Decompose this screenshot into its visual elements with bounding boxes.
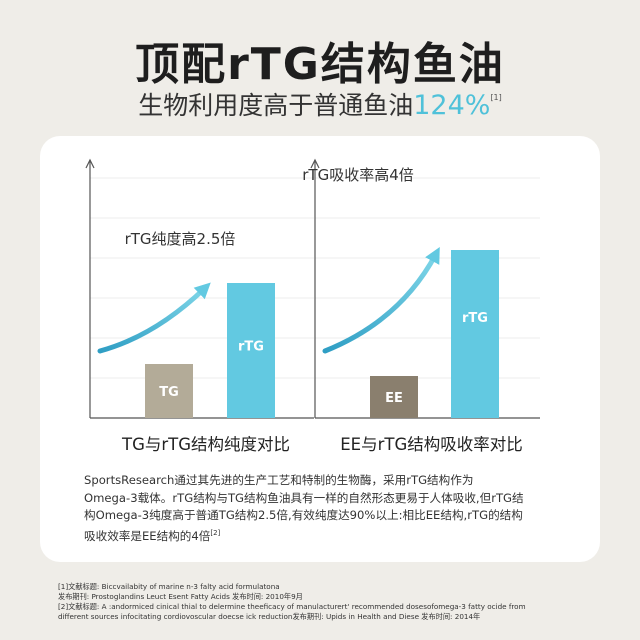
bar-label: TG: [159, 385, 179, 400]
chart-annotation: rTG纯度高2.5倍: [125, 230, 236, 248]
bar-label: rTG: [462, 311, 488, 326]
bar-label: EE: [385, 391, 403, 406]
description-line: SportsResearch通过其先进的生产工艺和特制的生物酶，采用rTG结构作…: [84, 473, 474, 487]
x-axis-label: EE与rTG结构吸收率对比: [340, 435, 523, 454]
page-title: 顶配rTG结构鱼油: [135, 39, 505, 90]
references: [1]文献标题: Biccvailabity of marine n-3 fal…: [58, 582, 618, 622]
description-line: Omega-3载体。rTG结构与TG结构鱼油具有一样的自然形态更易于人体吸收,但…: [84, 490, 524, 505]
trend-arrow: [97, 282, 211, 354]
reference-line: different sources infocitating cordiovos…: [58, 612, 481, 621]
page-subtitle: 生物利用度高于普通鱼油124%[1]: [0, 86, 640, 122]
chart-annotation: rTG吸收率高4倍: [302, 166, 414, 184]
description-line: 吸收效率是EE结构的4倍[2]: [84, 528, 221, 543]
subtitle-value: 124%: [413, 90, 491, 121]
reference-line: [2]文献标题: A :andormiced cinical thial to …: [58, 602, 526, 611]
x-axis-label: TG与rTG结构纯度对比: [121, 435, 290, 454]
reference-line: [1]文献标题: Biccvailabity of marine n-3 fal…: [58, 582, 280, 591]
bar-charts: TG rTG rTG纯度高2.5倍 TG与rTG结构纯度对比 EE rTG rTG吸收率高4…: [85, 158, 540, 454]
subtitle-ref: [1]: [490, 93, 502, 102]
description-line: 构Omega-3纯度高于普通TG结构2.5倍,有效纯度达90%以上:相比EE结构…: [84, 508, 523, 522]
chart-card: TG rTG rTG纯度高2.5倍 TG与rTG结构纯度对比 EE rTG rTG吸收率高4…: [40, 136, 600, 562]
bar: [370, 376, 418, 418]
subtitle-text: 生物利用度高于普通鱼油: [138, 91, 414, 120]
reference-line: 发布期刊: Prostoglandins Leuct Esent Fatty A…: [58, 592, 303, 601]
y-axis-arrow: [85, 158, 95, 169]
trend-arrow: [322, 246, 440, 354]
description: SportsResearch通过其先进的生产工艺和特制的生物酶，采用rTG结构作…: [84, 472, 564, 545]
bar: [451, 250, 499, 418]
description-ref: [2]: [210, 528, 221, 537]
bar-label: rTG: [238, 340, 264, 355]
bar: [145, 364, 193, 418]
bar: [227, 283, 275, 418]
y-axis-arrow: [310, 158, 320, 169]
